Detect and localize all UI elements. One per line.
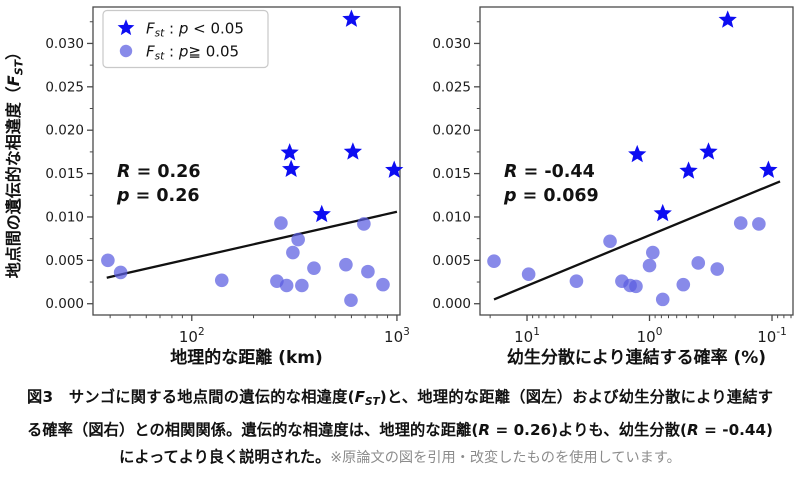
regression-line bbox=[493, 180, 781, 301]
data-point-star bbox=[312, 204, 331, 223]
data-point-circle bbox=[291, 232, 305, 247]
data-point-circle bbox=[286, 245, 300, 260]
data-point-star bbox=[718, 10, 737, 28]
y-axis-tick-label: 0.025 bbox=[45, 79, 84, 95]
data-point-circle bbox=[357, 217, 371, 231]
y-axis-tick-label: 0.020 bbox=[432, 123, 471, 139]
caption-text-segment: R bbox=[686, 420, 699, 439]
x-axis-tick-label: 100 bbox=[637, 326, 663, 346]
data-point-star bbox=[699, 142, 718, 160]
data-point-star bbox=[628, 144, 647, 163]
data-point-circle bbox=[376, 277, 390, 292]
regression-line bbox=[106, 210, 398, 279]
x-axis-tick-label: 102 bbox=[179, 326, 205, 346]
data-point-circle bbox=[214, 273, 229, 288]
data-point-circle bbox=[676, 277, 691, 292]
data-point-star bbox=[282, 159, 301, 178]
data-point-circle bbox=[691, 256, 706, 270]
y-axis-tick-label: 0.000 bbox=[432, 296, 471, 312]
y-axis-tick-label: 0.010 bbox=[45, 209, 84, 225]
y-axis-tick-label: 0.030 bbox=[432, 36, 471, 52]
annotation-p: p = 0.069 bbox=[503, 186, 599, 206]
data-point-circle bbox=[521, 267, 536, 282]
legend-circle-marker bbox=[119, 44, 133, 58]
annotation-r: R = 0.26 bbox=[117, 162, 201, 182]
data-point-circle bbox=[655, 292, 670, 307]
right-plot: 101 100 10-1 0.000 0.005 0.010 0.015 0.020 0.025… bbox=[432, 6, 794, 368]
data-point-circle bbox=[307, 261, 321, 275]
caption-text-segment: = 0.26)よりも、幼生分散( bbox=[490, 420, 687, 439]
data-point-circle bbox=[295, 278, 309, 293]
legend: Fst : p < 0.05 Fst : p≧ 0.05 bbox=[102, 9, 269, 69]
caption-text-segment: ST bbox=[364, 396, 380, 408]
y-axis-tick-label: 0.005 bbox=[432, 253, 471, 269]
legend-star-marker bbox=[117, 19, 135, 36]
scatter-plots-figure: 102 103 0.000 0.005 0.010 0.015 0.020 0.025 0.03… bbox=[4, 6, 794, 368]
data-point-circle bbox=[733, 216, 748, 230]
y-axis-tick-label: 0.020 bbox=[45, 123, 84, 139]
annotation-p: p = 0.26 bbox=[116, 186, 200, 206]
caption-text-segment: R bbox=[478, 420, 491, 439]
x-axis-label: 幼生分散により連結する確率 (%) bbox=[507, 347, 766, 368]
data-point-circle bbox=[642, 258, 657, 273]
data-point-star bbox=[343, 142, 363, 160]
data-point-circle bbox=[279, 278, 294, 293]
legend-item-label: Fst : p≧ 0.05 bbox=[146, 43, 239, 63]
legend-box bbox=[102, 9, 269, 69]
data-point-star bbox=[280, 143, 299, 161]
data-point-star bbox=[385, 160, 404, 178]
data-point-circle bbox=[629, 279, 643, 294]
left-plot: 102 103 0.000 0.005 0.010 0.015 0.020 0.025 0.03… bbox=[45, 6, 410, 368]
data-point-circle bbox=[710, 262, 725, 276]
data-point-circle bbox=[569, 274, 584, 288]
y-axis-tick-label: 0.015 bbox=[45, 166, 84, 182]
caption-text-segment: )と、地理的な距離（図左）および幼生分散により連結する確率（図右）との相関関係。… bbox=[27, 388, 773, 439]
caption-text-segment: F bbox=[354, 388, 365, 406]
x-axis-label: 地理的な距離 (km) bbox=[170, 347, 322, 368]
data-point-circle bbox=[339, 257, 353, 272]
data-point-circle bbox=[361, 264, 375, 279]
y-axis-tick-label: 0.025 bbox=[432, 79, 471, 95]
plot-border bbox=[92, 6, 401, 316]
x-axis-tick-label: 103 bbox=[384, 326, 410, 346]
data-point-circle bbox=[487, 254, 501, 269]
data-point-circle bbox=[646, 245, 660, 260]
x-axis-tick-label: 10-1 bbox=[757, 326, 787, 346]
data-point-circle bbox=[101, 253, 115, 268]
data-point-circle bbox=[274, 216, 288, 230]
data-point-circle bbox=[344, 293, 358, 308]
data-point-star bbox=[759, 160, 778, 178]
data-point-star bbox=[653, 203, 672, 222]
y-axis-tick-label: 0.030 bbox=[45, 36, 84, 52]
caption-note: ※原論文の図を引用・改変したものを使用しています。 bbox=[330, 450, 681, 466]
y-axis-label: 地点間の遺伝的な相違度（FST） bbox=[4, 44, 26, 278]
caption-text-segment: = -0.44)によってより良く説明された。 bbox=[119, 420, 773, 467]
figure-caption: 図3 サンゴに関する地点間の遺伝的な相違度(FST)と、地理的な距離（図左）およ… bbox=[0, 384, 800, 473]
caption-text-segment: 図3 サンゴに関する地点間の遺伝的な相違度( bbox=[27, 388, 355, 406]
y-axis-tick-label: 0.010 bbox=[432, 209, 471, 225]
y-axis-tick-label: 0.005 bbox=[45, 253, 84, 269]
data-point-star bbox=[342, 9, 361, 27]
annotation-r: R = -0.44 bbox=[504, 162, 595, 182]
x-axis-tick-label: 101 bbox=[514, 326, 540, 346]
legend-item-label: Fst : p < 0.05 bbox=[146, 20, 244, 40]
data-point-circle bbox=[603, 234, 617, 249]
data-point-circle bbox=[113, 265, 128, 280]
plot-border bbox=[479, 6, 794, 316]
data-point-circle bbox=[752, 217, 766, 231]
data-point-star bbox=[679, 161, 698, 179]
y-axis-tick-label: 0.015 bbox=[432, 166, 471, 182]
y-axis-tick-label: 0.000 bbox=[45, 296, 84, 312]
